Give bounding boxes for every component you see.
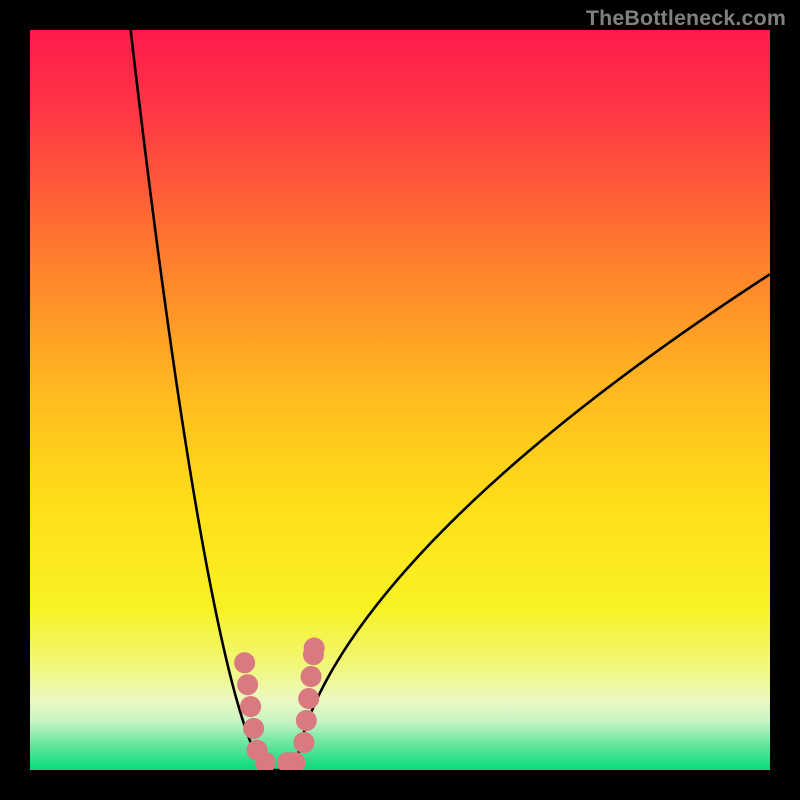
bottleneck-chart xyxy=(0,0,800,800)
plot-background xyxy=(30,30,770,770)
dotted-overlay-end-dot xyxy=(304,637,325,658)
chart-container: TheBottleneck.com xyxy=(0,0,800,800)
